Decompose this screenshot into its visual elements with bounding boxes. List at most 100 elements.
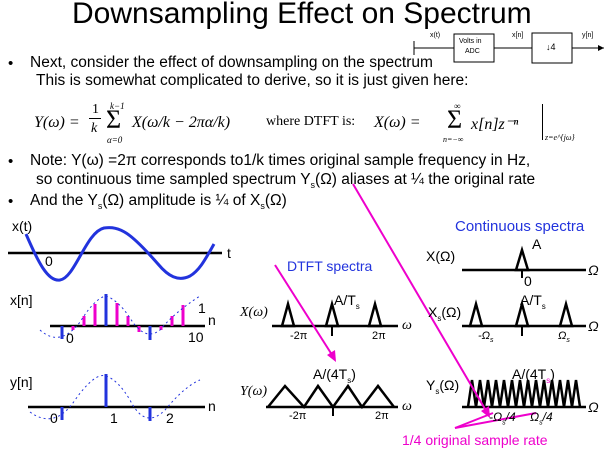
cont-ys-label: Ys(Ω) bbox=[426, 377, 459, 396]
formula-sum-bot: α=0 bbox=[107, 135, 123, 145]
dtft-sum-bot: n=−∞ bbox=[443, 135, 464, 144]
cont-x-peak-label: A bbox=[532, 236, 542, 252]
formula-sum-top: k−1 bbox=[110, 101, 125, 111]
xt-label: x(t) bbox=[12, 218, 33, 234]
cont-xs-label-end: (Ω) bbox=[441, 304, 462, 320]
yn-two-label: 2 bbox=[166, 410, 174, 426]
bullet-1-continuation: This is somewhat complicated to derive, … bbox=[36, 72, 469, 89]
bd-input-label: x(t) bbox=[430, 32, 441, 39]
dtft-x-spectrum bbox=[272, 299, 398, 336]
cont-xs-neg-omega-s: -Ωs bbox=[478, 330, 494, 344]
bullet-2-line-2-a: so continuous time sampled spectrum Y bbox=[36, 171, 311, 188]
formula-body: X(ω/k − 2πα/k) bbox=[132, 114, 231, 131]
cont-ys-neg-omega-s4: -Ωs/4 bbox=[489, 410, 516, 426]
yn-axis-label: n bbox=[208, 398, 216, 414]
dtft-y-neg2pi: -2π bbox=[289, 410, 307, 422]
xn-ten-label: 10 bbox=[188, 329, 204, 345]
bd-mid-label: x[n] bbox=[512, 32, 524, 39]
cont-xs-omega-s: Ωs bbox=[558, 330, 570, 344]
dtft-x-label: X(ω) bbox=[240, 305, 268, 320]
formula-frac-bar bbox=[89, 118, 101, 119]
cont-ys-omega-s4-sub: s bbox=[539, 419, 543, 427]
dtft-y-spectrum bbox=[266, 383, 398, 416]
dtft-y-peak-label: A/(4Ts) bbox=[313, 366, 356, 385]
bullet-2-line-1: Note: Y(ω) =2π corresponds to1/k times o… bbox=[30, 152, 531, 169]
dtft-spectra-label: DTFT spectra bbox=[287, 258, 373, 274]
bd-output-label: y[n] bbox=[582, 32, 594, 39]
bullet-dot-1: • bbox=[8, 55, 14, 72]
xn-zero-label: 0 bbox=[66, 330, 74, 346]
cont-ys-peak-a: A/(4T bbox=[512, 366, 547, 382]
cont-xs-peak-a: A/T bbox=[520, 292, 542, 308]
cont-ys-spectrum bbox=[462, 379, 586, 409]
formula-frac-top: 1 bbox=[92, 102, 99, 117]
bullet-3-sub-2: s bbox=[260, 201, 265, 212]
bullet-3-sub-1: s bbox=[97, 201, 103, 212]
cont-xs-omega-s-sub: s bbox=[566, 337, 570, 345]
cont-ys-axis: Ω bbox=[588, 399, 599, 415]
yn-plot bbox=[28, 374, 205, 421]
cont-xs-peak-sub: s bbox=[541, 301, 546, 311]
bullet-dot-3: • bbox=[8, 193, 14, 210]
dtft-y-peak-a: A/(4T bbox=[313, 366, 348, 382]
bullet-3-c: (Ω) bbox=[264, 192, 287, 209]
cont-xs-neg-omega-s-sub: s bbox=[490, 337, 494, 345]
bd-decimator-label: ↓4 bbox=[546, 42, 556, 52]
cont-x-spectrum bbox=[462, 245, 586, 278]
cont-ys-peak-sub: s bbox=[546, 375, 551, 385]
cont-x-zero: 0 bbox=[524, 273, 532, 289]
formula-sigma: Σ bbox=[106, 105, 122, 134]
dtft-sigma: Σ bbox=[447, 105, 463, 134]
cont-xs-omega-s-a: Ω bbox=[558, 330, 567, 342]
cont-ys-label-sub: s bbox=[435, 386, 440, 396]
cont-x-label: X(Ω) bbox=[426, 248, 456, 264]
cont-xs-peak-label: A/Ts bbox=[520, 292, 546, 311]
cont-ys-omega-s4: Ωs/4 bbox=[530, 410, 553, 426]
bullet-3-a: And the Y bbox=[30, 192, 98, 209]
cont-xs-label-sub: s bbox=[437, 313, 442, 323]
dtft-lhs: X(ω) = bbox=[374, 114, 421, 131]
block-diagram-lines bbox=[413, 32, 604, 64]
dtft-y-2pi: 2π bbox=[375, 410, 389, 422]
cont-ys-label-a: Y bbox=[426, 377, 436, 393]
cont-ys-peak-label: A/(4Ts) bbox=[512, 366, 555, 385]
cont-xs-axis: Ω bbox=[588, 318, 599, 334]
bullet-1-text: Next, consider the effect of downsamplin… bbox=[30, 54, 433, 71]
cont-xs-label: Xs(Ω) bbox=[428, 304, 461, 323]
cont-x-axis: Ω bbox=[588, 262, 599, 278]
bullet-3-text: And the Ys(Ω) amplitude is ¼ of Xs(Ω) bbox=[30, 192, 287, 211]
dtft-sub: z=e^{jω} bbox=[545, 133, 575, 142]
bullet-3-b: (Ω) amplitude is ¼ of X bbox=[102, 192, 261, 209]
dtft-eval-bar bbox=[542, 104, 543, 140]
dtft-y-omega: ω bbox=[402, 399, 412, 414]
xt-zero-label: 0 bbox=[45, 253, 53, 269]
dtft-body: x[n]z⁻ⁿ bbox=[471, 116, 519, 133]
dtft-x-peak-label: A/Ts bbox=[334, 292, 360, 311]
yn-zero-label: 0 bbox=[50, 410, 58, 426]
yn-label: y[n] bbox=[10, 374, 33, 390]
magenta-arrows bbox=[274, 183, 537, 429]
cont-ys-neg-omega-s4-sub: s bbox=[502, 419, 506, 427]
cont-ys-neg-omega-s4-end: /4 bbox=[505, 410, 516, 424]
formula-lhs: Y(ω) = bbox=[34, 114, 80, 131]
bullet-2-line-2-sub: s bbox=[310, 180, 316, 191]
formula-where: where DTFT is: bbox=[266, 114, 356, 129]
dtft-x-peak-sub: s bbox=[355, 301, 360, 311]
dtft-x-2pi: 2π bbox=[372, 330, 386, 342]
block-diagram: x(t) Volts in ADC x[n] ↓4 y[n] bbox=[412, 29, 608, 69]
xn-plot bbox=[39, 294, 205, 340]
cont-ys-label-end: (Ω) bbox=[439, 377, 460, 393]
dtft-x-peak-a: A/T bbox=[334, 292, 356, 308]
bullet-2-line-2-b: (Ω) aliases at ¼ the original rate bbox=[315, 171, 536, 188]
cont-xs-spectrum bbox=[462, 299, 586, 336]
bd-adc-line2: ADC bbox=[465, 48, 480, 55]
xt-axis-label: t bbox=[227, 245, 231, 261]
cont-xs-neg-omega-s-a: -Ω bbox=[478, 330, 491, 342]
xn-axis-label: n bbox=[208, 312, 216, 328]
dtft-y-peak-end: ) bbox=[351, 366, 356, 382]
cont-ys-neg-omega-s4-a: -Ω bbox=[489, 410, 503, 424]
cont-ys-peak-end: ) bbox=[550, 366, 555, 382]
yn-one-label: 1 bbox=[110, 410, 118, 426]
dtft-y-peak-sub: s bbox=[347, 375, 352, 385]
page-title: Downsampling Effect on Spectrum bbox=[72, 0, 532, 30]
